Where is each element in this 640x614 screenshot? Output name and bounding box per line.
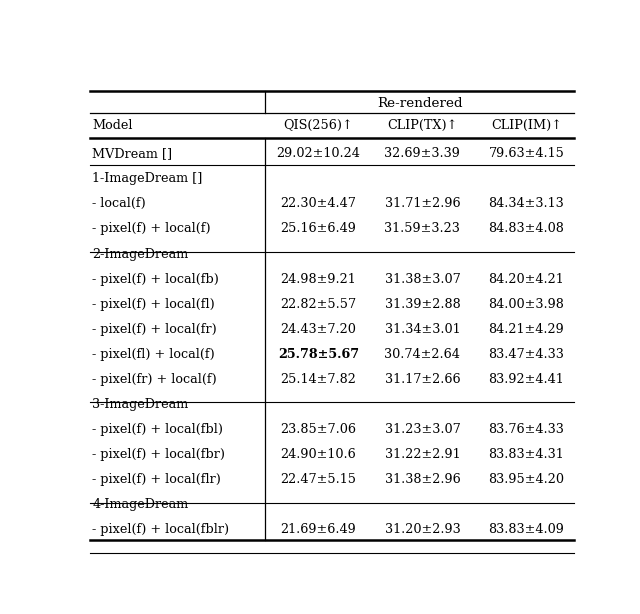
Text: - local(f): - local(f) — [92, 198, 146, 211]
Text: 83.83±4.09: 83.83±4.09 — [488, 523, 564, 536]
Text: 1-ImageDream []: 1-ImageDream [] — [92, 173, 203, 185]
Text: 30.74±2.64: 30.74±2.64 — [385, 348, 460, 361]
Text: 2-ImageDream: 2-ImageDream — [92, 247, 189, 260]
Text: - pixel(fr) + local(f): - pixel(fr) + local(f) — [92, 373, 217, 386]
Text: - pixel(f) + local(fbr): - pixel(f) + local(fbr) — [92, 448, 225, 461]
Text: 22.82±5.57: 22.82±5.57 — [280, 298, 356, 311]
Text: 31.38±3.07: 31.38±3.07 — [385, 273, 460, 286]
Text: Re-rendered: Re-rendered — [377, 97, 463, 110]
Text: 83.83±4.31: 83.83±4.31 — [488, 448, 564, 461]
Text: 24.98±9.21: 24.98±9.21 — [280, 273, 356, 286]
Text: - pixel(f) + local(fl): - pixel(f) + local(fl) — [92, 298, 215, 311]
Text: - pixel(f) + local(f): - pixel(f) + local(f) — [92, 222, 211, 235]
Text: 32.69±3.39: 32.69±3.39 — [385, 147, 460, 160]
Text: 21.69±6.49: 21.69±6.49 — [280, 523, 356, 536]
Text: 31.38±2.96: 31.38±2.96 — [385, 473, 460, 486]
Text: 84.21±4.29: 84.21±4.29 — [488, 323, 564, 336]
Text: 23.85±7.06: 23.85±7.06 — [280, 423, 356, 436]
Text: 22.47±5.15: 22.47±5.15 — [280, 473, 356, 486]
Text: 22.30±4.47: 22.30±4.47 — [280, 198, 356, 211]
Text: 79.63±4.15: 79.63±4.15 — [488, 147, 564, 160]
Text: 31.20±2.93: 31.20±2.93 — [385, 523, 460, 536]
Text: 29.02±10.24: 29.02±10.24 — [276, 147, 360, 160]
Text: 24.90±10.6: 24.90±10.6 — [280, 448, 356, 461]
Text: 25.16±6.49: 25.16±6.49 — [280, 222, 356, 235]
Text: 84.00±3.98: 84.00±3.98 — [488, 298, 564, 311]
Text: - pixel(f) + local(fr): - pixel(f) + local(fr) — [92, 323, 217, 336]
Text: 84.83±4.08: 84.83±4.08 — [488, 222, 564, 235]
Text: 31.34±3.01: 31.34±3.01 — [385, 323, 460, 336]
Text: 84.34±3.13: 84.34±3.13 — [488, 198, 564, 211]
Text: 31.71±2.96: 31.71±2.96 — [385, 198, 460, 211]
Text: 31.23±3.07: 31.23±3.07 — [385, 423, 460, 436]
Text: 31.39±2.88: 31.39±2.88 — [385, 298, 460, 311]
Text: QIS(256)↑: QIS(256)↑ — [284, 119, 353, 132]
Text: 31.22±2.91: 31.22±2.91 — [385, 448, 460, 461]
Text: Model: Model — [92, 119, 133, 132]
Text: 83.47±4.33: 83.47±4.33 — [488, 348, 564, 361]
Text: CLIP(TX)↑: CLIP(TX)↑ — [387, 119, 458, 132]
Text: 25.78±5.67: 25.78±5.67 — [278, 348, 359, 361]
Text: 84.20±4.21: 84.20±4.21 — [488, 273, 564, 286]
Text: 4-ImageDream: 4-ImageDream — [92, 498, 189, 511]
Text: 83.92±4.41: 83.92±4.41 — [488, 373, 564, 386]
Text: MVDream []: MVDream [] — [92, 147, 173, 160]
Text: 31.59±3.23: 31.59±3.23 — [385, 222, 460, 235]
Text: 24.43±7.20: 24.43±7.20 — [280, 323, 356, 336]
Text: 25.14±7.82: 25.14±7.82 — [280, 373, 356, 386]
Text: 83.76±4.33: 83.76±4.33 — [488, 423, 564, 436]
Text: 31.17±2.66: 31.17±2.66 — [385, 373, 460, 386]
Text: - pixel(f) + local(flr): - pixel(f) + local(flr) — [92, 473, 221, 486]
Text: CLIP(IM)↑: CLIP(IM)↑ — [491, 119, 562, 132]
Text: - pixel(f) + local(fblr): - pixel(f) + local(fblr) — [92, 523, 230, 536]
Text: - pixel(f) + local(fbl): - pixel(f) + local(fbl) — [92, 423, 223, 436]
Text: 83.95±4.20: 83.95±4.20 — [488, 473, 564, 486]
Text: 3-ImageDream: 3-ImageDream — [92, 398, 189, 411]
Text: - pixel(f) + local(fb): - pixel(f) + local(fb) — [92, 273, 220, 286]
Text: - pixel(fl) + local(f): - pixel(fl) + local(f) — [92, 348, 215, 361]
